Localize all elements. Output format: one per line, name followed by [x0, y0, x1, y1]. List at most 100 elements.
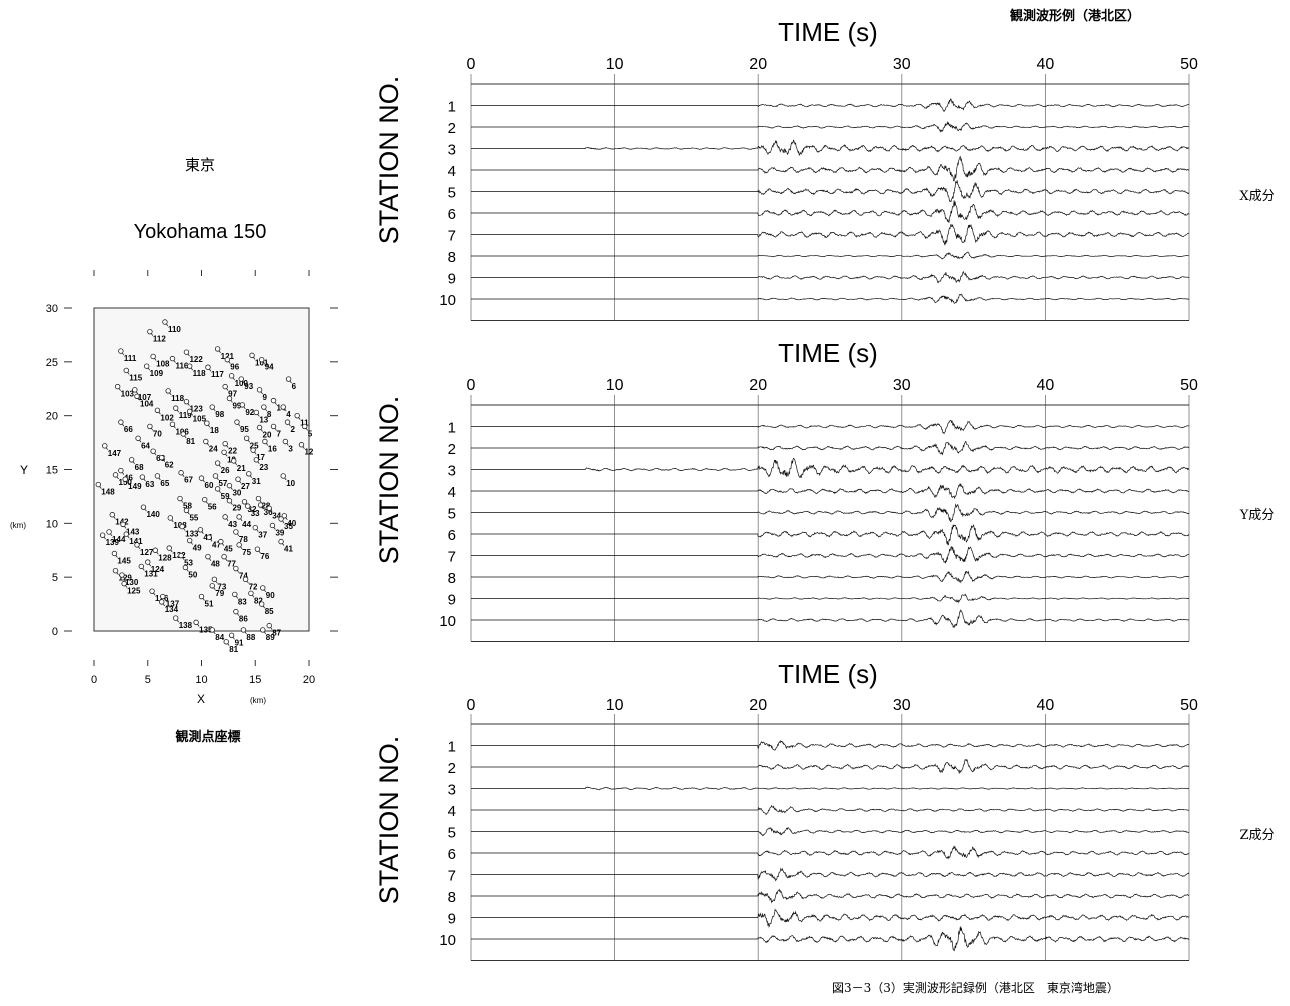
map-point — [182, 564, 189, 571]
map-point — [118, 419, 124, 425]
map-point — [178, 552, 184, 559]
map-point-label: 55 — [189, 513, 198, 522]
map-point — [261, 404, 267, 410]
map-point-label: 94 — [265, 363, 274, 372]
map-point-label: 87 — [272, 629, 281, 638]
station-number: 6 — [448, 206, 456, 223]
time-tick-label: 20 — [749, 697, 767, 714]
map-point-label: 149 — [128, 482, 142, 491]
map-point-label: 81 — [229, 645, 238, 654]
map-point — [150, 353, 156, 360]
map-point — [166, 545, 172, 551]
map-point — [106, 529, 112, 535]
map-point — [119, 572, 125, 578]
map-point — [128, 457, 135, 463]
map-point — [99, 532, 106, 538]
seismogram-trace — [471, 786, 1190, 791]
time-tick-label: 30 — [893, 56, 911, 73]
map-point — [222, 383, 228, 390]
station-number: 7 — [448, 549, 456, 566]
map-point-label: 118 — [171, 394, 184, 403]
component-label: X成分 — [1239, 189, 1274, 204]
map-point-label: 102 — [160, 413, 174, 422]
map-point — [262, 438, 268, 445]
seismogram-trace — [471, 180, 1190, 203]
map-point — [204, 420, 210, 426]
map-point — [269, 522, 276, 529]
map-point — [224, 356, 230, 363]
map-point-label: 131 — [144, 569, 158, 578]
map-point — [222, 440, 228, 447]
station-number: 7 — [448, 868, 456, 885]
map-point-label: 143 — [126, 527, 140, 536]
seismogram-trace — [471, 570, 1189, 584]
seismogram-trace — [471, 270, 1190, 284]
map-point-label: 50 — [188, 570, 197, 579]
map-point — [250, 447, 256, 453]
map-point — [134, 542, 140, 548]
seismogram-trace — [471, 251, 1190, 260]
map-y-tick-label: 25 — [46, 357, 58, 369]
map-point-label: 96 — [230, 363, 239, 372]
map-point — [205, 364, 211, 370]
station-number: 3 — [448, 782, 456, 799]
map-point-label: 147 — [108, 449, 122, 458]
map-point — [252, 524, 258, 531]
map-point — [231, 458, 237, 464]
map-x-tick-label: 10 — [195, 674, 207, 686]
map-point — [285, 376, 292, 382]
station-number: 6 — [448, 527, 456, 544]
map-point — [243, 435, 250, 441]
map-y-tick-label: 30 — [46, 303, 58, 315]
map-point-label: 145 — [117, 556, 131, 565]
map-title: Yokohama 150 — [134, 221, 267, 243]
map-point — [238, 376, 244, 382]
seismogram-trace — [471, 827, 1190, 837]
station-number: 5 — [448, 506, 456, 523]
map-point-label: 6 — [292, 382, 297, 391]
station-number: 10 — [439, 932, 456, 949]
map-caption: 観測点座標 — [174, 729, 240, 745]
map-point — [228, 632, 235, 639]
map-point — [233, 529, 239, 535]
map-point — [256, 424, 263, 431]
map-point-label: 98 — [215, 410, 224, 419]
seismogram-trace — [471, 593, 1190, 604]
map-point-label: 25 — [250, 441, 259, 450]
map-point — [197, 527, 204, 533]
map-point — [233, 608, 239, 615]
map-point-label: 128 — [158, 553, 172, 562]
map-point-label: 78 — [239, 535, 248, 544]
map-point-label: 77 — [227, 560, 236, 569]
time-tick-label: 10 — [606, 377, 624, 394]
time-tick-label: 40 — [1037, 56, 1055, 73]
map-point-label: 104 — [140, 399, 154, 408]
seismogram-trace — [471, 867, 1190, 882]
map-point-label: 34 — [272, 511, 281, 520]
map-point — [118, 467, 124, 474]
map-point-label: 46 — [124, 474, 133, 483]
map-point-label: 75 — [242, 548, 251, 557]
map-point — [109, 512, 115, 518]
map-point-label: 26 — [221, 466, 230, 475]
map-point-label: 141 — [129, 537, 143, 546]
map-point-label: 82 — [254, 596, 263, 605]
map-point — [294, 412, 300, 419]
map-point-label: 112 — [153, 335, 166, 344]
map-point — [202, 496, 208, 503]
map-point-label: 8 — [267, 410, 272, 419]
map-point-label: 62 — [165, 461, 174, 470]
map-point-label: 124 — [151, 565, 165, 574]
map-point-label: 39 — [275, 528, 284, 537]
map-point-label: 48 — [211, 560, 220, 569]
map-point — [169, 421, 176, 427]
station-number: 2 — [448, 120, 456, 137]
map-point — [206, 534, 212, 541]
map-point-label: 10 — [286, 479, 295, 488]
map-point-label: 66 — [124, 425, 133, 434]
map-point — [209, 583, 215, 589]
seismogram-trace — [471, 223, 1190, 247]
map-point-label: 74 — [239, 572, 248, 581]
map-point-label: 138 — [179, 621, 193, 630]
